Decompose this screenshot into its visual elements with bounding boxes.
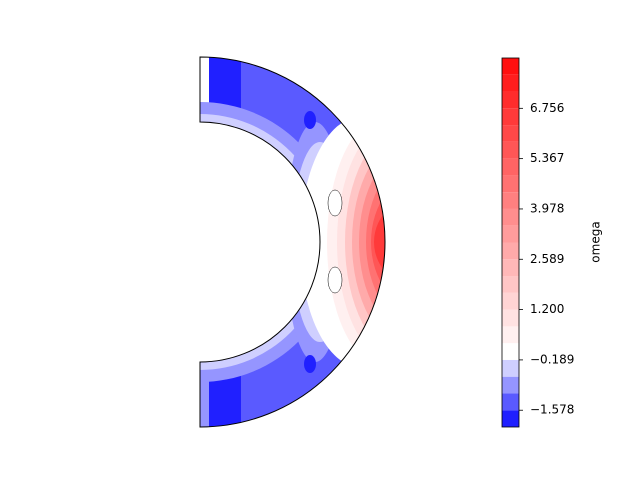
colorbar-band [502,292,519,310]
colorbar-tick-label: −1.578 [530,403,574,417]
colorbar-band [502,343,519,360]
colorbar-band [502,158,519,176]
colorbar-frame [501,57,520,428]
colorbar-band [502,91,519,109]
colorbar-band [502,410,519,427]
colorbar-tick-label: −0.189 [530,352,574,366]
colorbar-tick-label: 1.200 [530,302,564,316]
colorbar-tick-label: 2.589 [530,252,564,266]
colorbar-band [502,326,519,344]
colorbar-band [502,309,519,327]
colorbar-band [502,242,519,260]
colorbar-band [502,259,519,277]
colorbar-tick-label: 5.367 [530,151,564,165]
colorbar-band [502,175,519,193]
colorbar-band [502,192,519,209]
colorbar-band [502,141,519,159]
shell-outline [199,56,386,428]
colorbar-band [502,393,519,411]
colorbar-band [502,208,519,226]
colorbar-tick-label: 3.978 [530,201,564,215]
colorbar-band [502,225,519,243]
colorbar-band [502,359,519,377]
colorbar-band [502,58,519,75]
colorbar-band [502,125,519,142]
contour-field [200,57,385,427]
colorbar-tick-label: 6.756 [530,101,564,115]
colorbar-band [502,276,519,293]
colorbar-band [502,376,519,394]
colorbar-label: omega [589,221,603,262]
colorbar-band [502,74,519,92]
colorbar-band [502,108,519,126]
